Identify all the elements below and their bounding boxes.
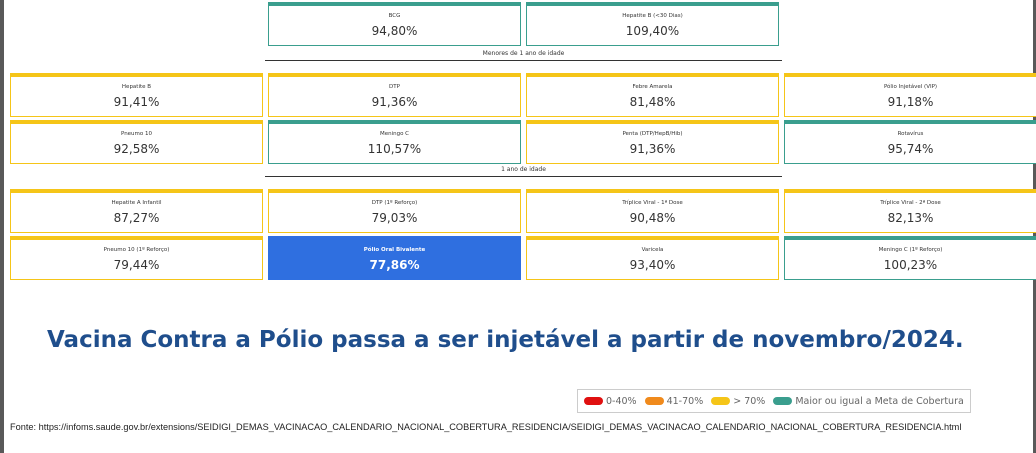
card-label: Penta (DTP/HepB/Hib) [622,131,683,137]
legend-item: 41-70% [644,395,704,407]
vaccine-card: Varicela 93,40% [526,236,779,280]
card-value: 91,41% [113,95,160,109]
vaccine-card: DTP (1º Reforço) 79,03% [268,189,521,233]
card-label: Febre Amarela [632,84,673,90]
card-value: 91,36% [629,142,676,156]
vaccine-card: Rotavírus 95,74% [784,120,1036,164]
vaccine-card: Tríplice Viral - 2ª Dose 82,13% [784,189,1036,233]
legend-swatch [773,397,793,405]
card-label: DTP (1º Reforço) [371,200,418,206]
vaccine-card: Hepatite B 91,41% [10,73,263,117]
vaccine-card: Meningo C (1º Reforço) 100,23% [784,236,1036,280]
card-value: 92,58% [113,142,160,156]
card-label: Tríplice Viral - 2ª Dose [880,200,941,206]
legend-label: 0-40% [606,395,637,407]
legend-label: Maior ou igual a Meta de Cobertura [795,395,964,407]
left-edge [0,0,4,453]
card-label: Hepatite A Infantil [111,200,162,206]
card-label: Tríplice Viral - 1ª Dose [622,200,683,206]
legend-item: Maior ou igual a Meta de Cobertura [773,395,964,407]
card-label: Hepatite B (<30 Dias) [622,13,683,19]
card-value: 79,03% [371,211,418,225]
card-value: 109,40% [625,24,680,38]
vaccine-card: Hepatite B (<30 Dias) 109,40% [526,2,779,46]
card-label: Pólio Injetável (VIP) [883,84,938,90]
vaccine-card: Penta (DTP/HepB/Hib) 91,36% [526,120,779,164]
vaccine-card: BCG 94,80% [268,2,521,46]
card-value: 93,40% [629,258,676,272]
legend: 0-40% 41-70% > 70% Maior ou igual a Meta de… [577,389,971,413]
section-title: Menores de 1 ano de idade [265,50,782,61]
section-title: 1 ano de idade [265,166,782,177]
card-value: 91,18% [887,95,934,109]
card-label: Meningo C [379,131,410,137]
card-label: Pneumo 10 [120,131,153,137]
vaccine-card: Pólio Injetável (VIP) 91,18% [784,73,1036,117]
vaccine-card: Pneumo 10 92,58% [10,120,263,164]
card-label: Hepatite B [121,84,152,90]
legend-label: 41-70% [666,395,704,407]
card-value: 110,57% [367,142,422,156]
card-value: 82,13% [887,211,934,225]
card-value: 100,23% [883,258,938,272]
card-value: 91,36% [371,95,418,109]
vaccine-card: Hepatite A Infantil 87,27% [10,189,263,233]
legend-item: 0-40% [584,396,637,407]
card-value: 90,48% [629,211,676,225]
card-label: DTP [389,84,400,90]
vaccine-card: Meningo C 110,57% [268,120,521,164]
card-label: Meningo C (1º Reforço) [878,247,943,253]
legend-item: > 70% [711,396,765,407]
vaccine-card: Tríplice Viral - 1ª Dose 90,48% [526,189,779,233]
legend-swatch [711,397,731,405]
card-label: Pneumo 10 (1º Reforço) [103,247,170,253]
legend-swatch [644,397,664,405]
card-label: Pólio Oral Bivalente [363,247,426,253]
card-value: 77,86% [369,258,420,272]
legend-label: > 70% [733,395,766,407]
card-label: Rotavírus [897,131,924,137]
headline: Vacina Contra a Pólio passa a ser injetá… [47,327,964,353]
card-value: 79,44% [113,258,160,272]
card-value: 81,48% [629,95,676,109]
legend-swatch [584,397,603,405]
vaccine-card: Pneumo 10 (1º Reforço) 79,44% [10,236,263,280]
card-value: 95,74% [887,142,934,156]
source-note: Fonte: https://infoms.saude.gov.br/exten… [10,422,962,432]
vaccine-card: Pólio Oral Bivalente 77,86% [268,236,521,280]
card-label: Varicela [641,247,664,253]
vaccine-card: DTP 91,36% [268,73,521,117]
vaccine-card: Febre Amarela 81,48% [526,73,779,117]
card-value: 87,27% [113,211,160,225]
card-label: BCG [388,13,401,19]
card-value: 94,80% [371,24,418,38]
